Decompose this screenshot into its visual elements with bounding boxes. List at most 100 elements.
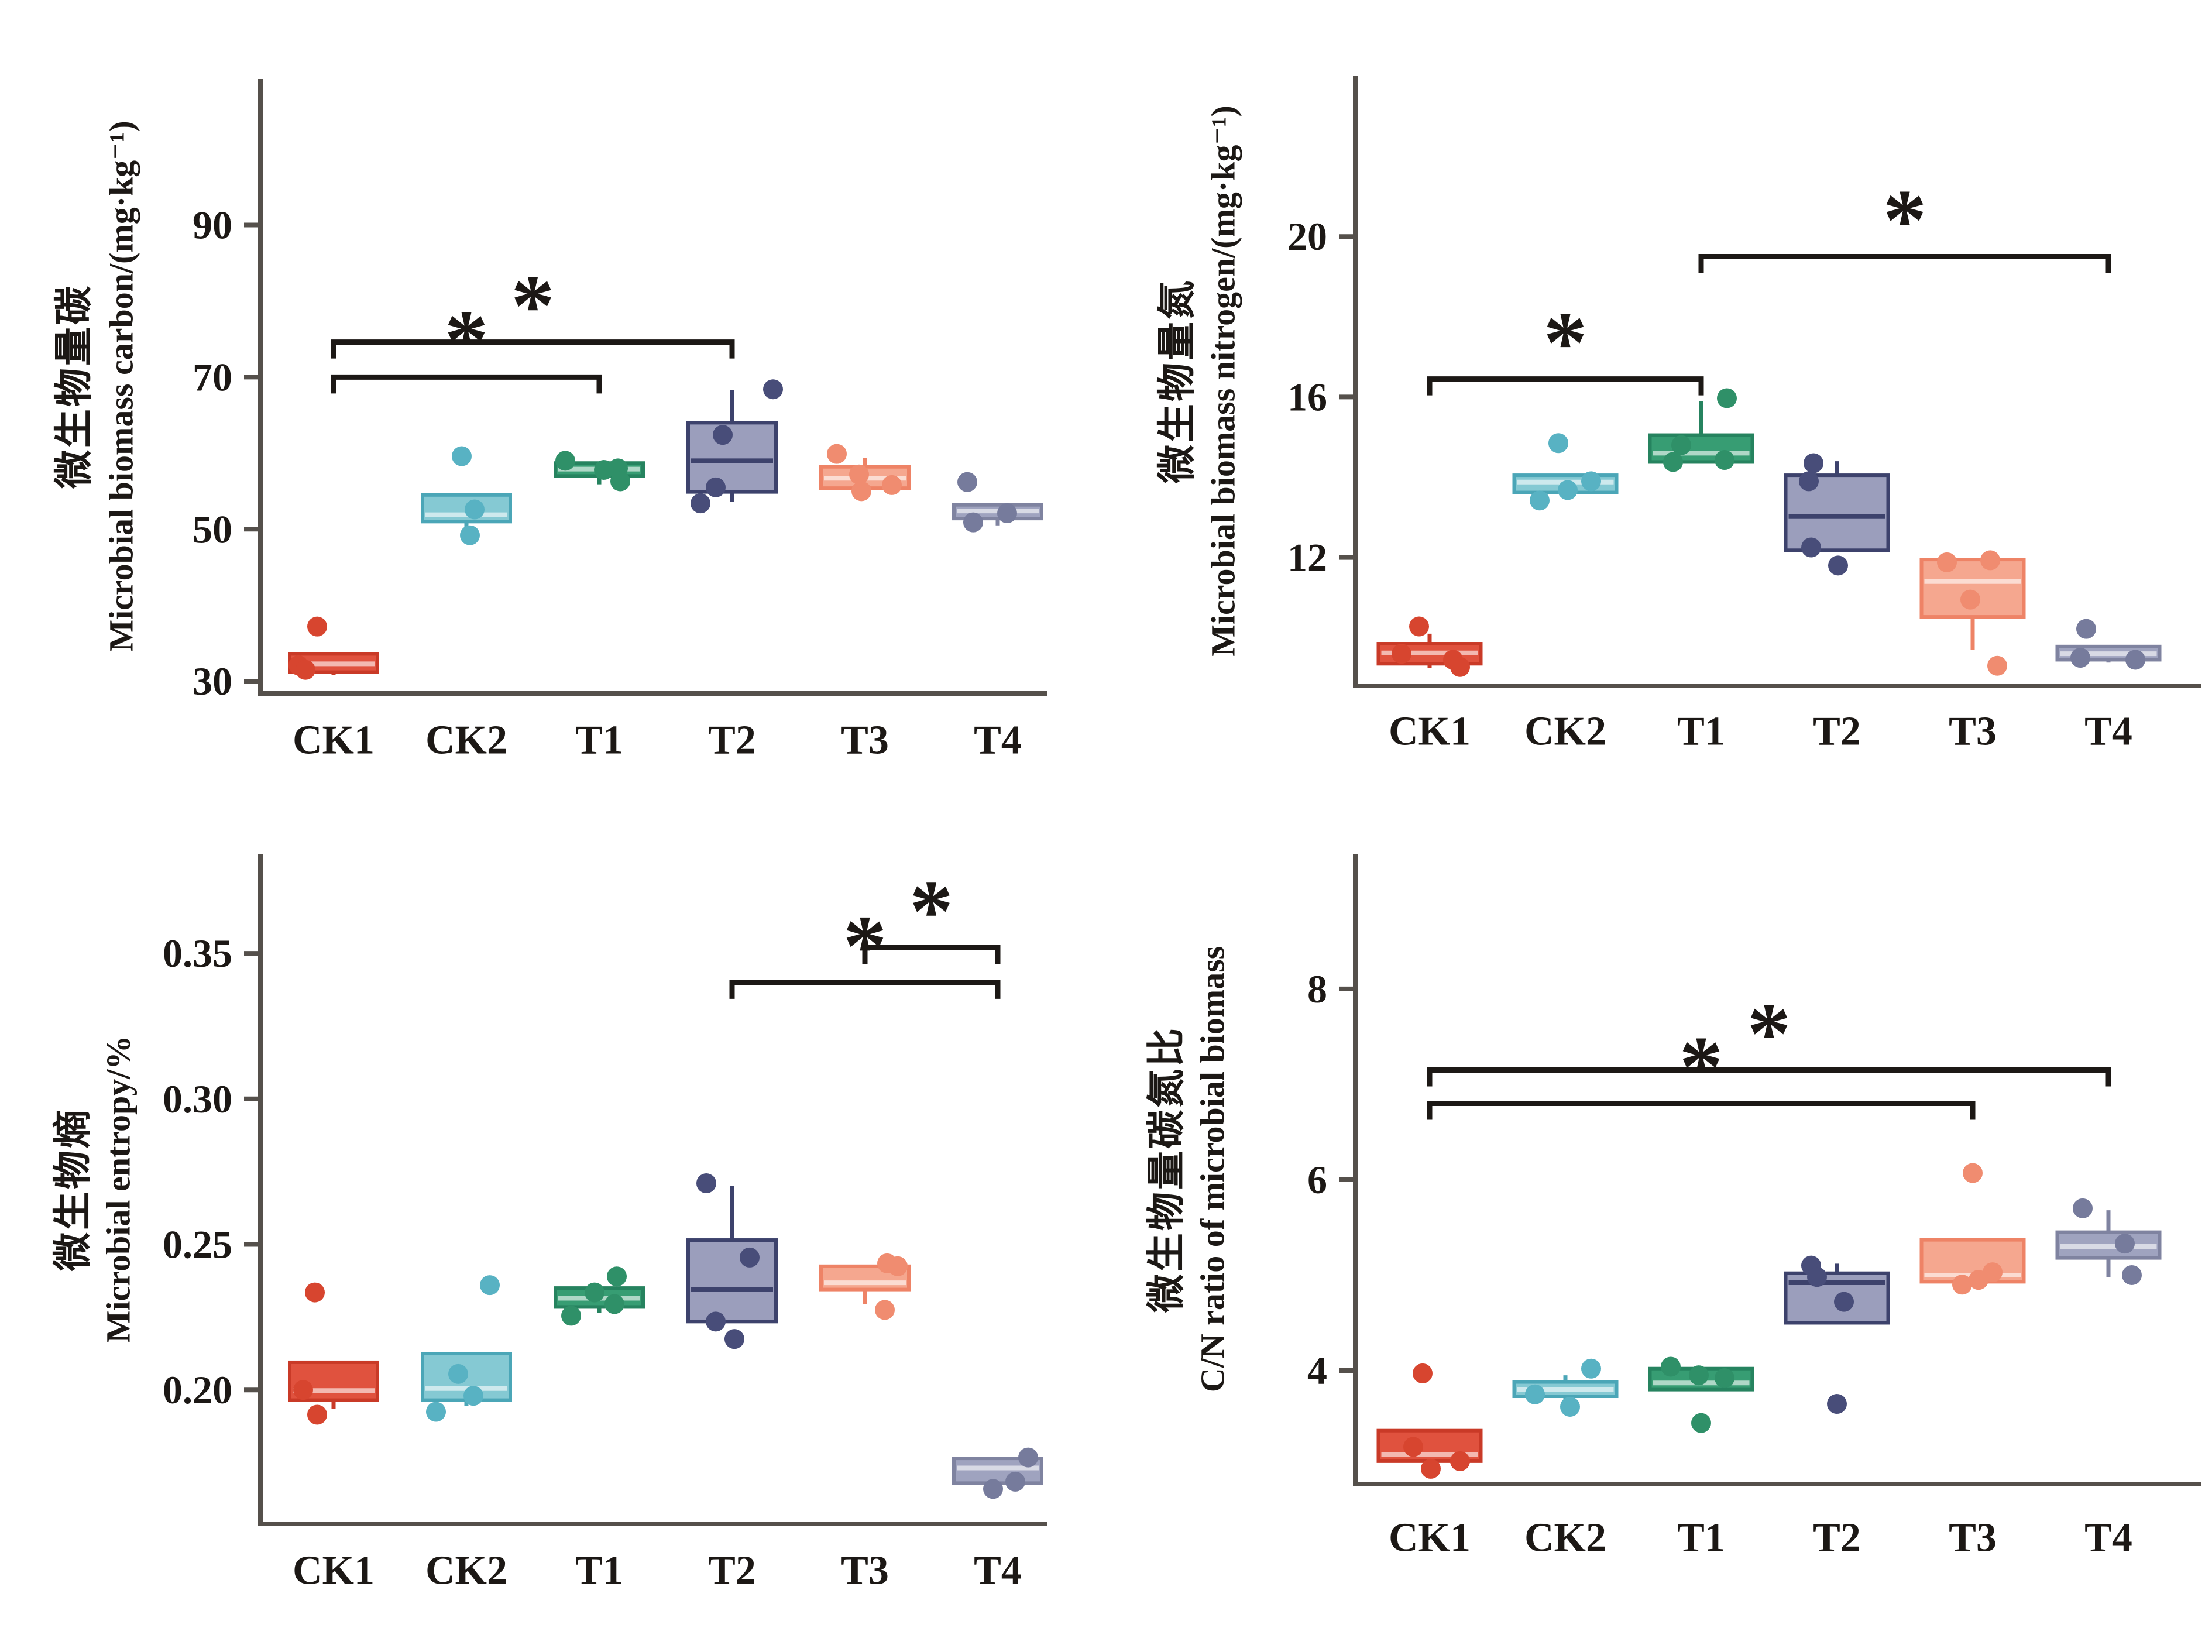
- data-point: [740, 1247, 760, 1268]
- x-category-label: T2: [1813, 1516, 1861, 1561]
- axis-title-en: Microbial biomass carbon/(mg·kg⁻¹): [102, 121, 140, 651]
- data-point: [1450, 657, 1470, 677]
- boxgroup-CK2: [1512, 433, 1619, 511]
- data-point: [957, 472, 977, 492]
- axis-title-en: Microbial biomass nitrogen/(mg·kg⁻¹): [1204, 105, 1242, 657]
- x-category-label: T2: [708, 1548, 756, 1593]
- data-point: [706, 477, 726, 497]
- x-category-label: T4: [2084, 709, 2132, 754]
- data-point: [713, 425, 733, 445]
- y-tick-label: 12: [1287, 535, 1327, 580]
- significance-star: *: [909, 863, 953, 960]
- x-category-label: T4: [974, 1548, 1022, 1593]
- boxgroup-T2: [1784, 1255, 1890, 1414]
- x-category-label: T2: [708, 718, 756, 763]
- data-point: [1980, 550, 2000, 571]
- significance-bracket: [331, 339, 735, 359]
- x-category-label: CK2: [1524, 709, 1606, 754]
- x-category-label: T3: [1949, 709, 1997, 754]
- data-point: [1715, 450, 1734, 470]
- data-point: [480, 1275, 500, 1296]
- data-point: [1558, 480, 1578, 500]
- data-point: [2122, 1265, 2142, 1285]
- data-point: [1560, 1396, 1580, 1417]
- y-tick-label: 4: [1307, 1348, 1327, 1393]
- boxgroup-T3: [819, 1253, 911, 1320]
- significance-bracket: [1427, 376, 1704, 396]
- data-point: [1801, 537, 1821, 558]
- boxgroup-CK2: [421, 446, 512, 545]
- significance-star: *: [1747, 985, 1791, 1082]
- data-point: [1960, 589, 1980, 610]
- data-point: [1525, 1384, 1545, 1404]
- data-point: [585, 1282, 604, 1303]
- x-category-label: CK2: [425, 1548, 507, 1593]
- boxgroup-T3: [819, 444, 911, 502]
- data-point: [1987, 655, 2007, 676]
- data-point: [1392, 644, 1411, 664]
- data-point: [849, 464, 869, 485]
- x-category-label: T3: [841, 718, 889, 763]
- x-category-label: CK1: [293, 718, 375, 763]
- boxgroup-T3: [1919, 1163, 2026, 1295]
- x-category-label: T1: [575, 1548, 623, 1593]
- data-point: [724, 1329, 744, 1349]
- data-point: [888, 1256, 908, 1276]
- data-point: [607, 1266, 627, 1287]
- significance-bracket: [1427, 1101, 1976, 1120]
- data-point: [1715, 1368, 1734, 1389]
- data-point: [1005, 1471, 1025, 1492]
- x-category-label: T2: [1813, 709, 1861, 754]
- boxgroup-T2: [686, 379, 783, 514]
- x-category-label: T4: [2084, 1516, 2132, 1561]
- y-tick-label: 8: [1307, 967, 1327, 1011]
- data-point: [307, 1404, 327, 1425]
- data-point: [1450, 1451, 1470, 1471]
- data-point: [1671, 435, 1691, 455]
- data-point: [1807, 1267, 1827, 1287]
- y-tick-label: 90: [193, 203, 232, 248]
- significance-bracket: [1698, 253, 2111, 273]
- data-point: [696, 1173, 716, 1194]
- x-category-label: T3: [1949, 1516, 1997, 1561]
- x-category-label: T4: [974, 718, 1022, 763]
- data-point: [2125, 650, 2145, 670]
- y-tick-label: 0.35: [163, 931, 232, 976]
- data-point: [1663, 452, 1683, 472]
- significance-bracket: [1427, 1067, 2111, 1087]
- data-point: [2115, 1234, 2135, 1254]
- data-point: [691, 493, 710, 514]
- x-category-label: T1: [1677, 1516, 1725, 1561]
- axis-title-zh: 微生物量氮: [1156, 279, 1199, 484]
- data-point: [1581, 1358, 1601, 1379]
- axis-title-en: Microbial entropy/%: [99, 1036, 138, 1343]
- data-point: [1937, 552, 1957, 572]
- x-category-label: CK2: [425, 718, 507, 763]
- data-point: [983, 1479, 1003, 1499]
- data-point: [293, 1380, 313, 1400]
- x-category-label: T1: [1677, 709, 1725, 754]
- axis-title-en: C/N ratio of microbial biomass: [1194, 946, 1232, 1393]
- data-point: [997, 503, 1017, 524]
- data-point: [1403, 1437, 1423, 1457]
- significance-star: *: [1544, 294, 1588, 391]
- data-point: [1952, 1275, 1972, 1295]
- data-point: [706, 1311, 726, 1332]
- y-tick-label: 16: [1287, 375, 1327, 419]
- data-point: [594, 459, 614, 480]
- data-point: [2070, 648, 2090, 668]
- data-point: [1799, 471, 1819, 492]
- data-point: [827, 444, 847, 464]
- data-point: [1409, 616, 1429, 637]
- data-point: [465, 499, 485, 520]
- data-point: [1689, 1365, 1709, 1386]
- data-point: [1548, 433, 1568, 454]
- boxgroup-T4: [952, 1447, 1043, 1499]
- data-point: [460, 525, 480, 545]
- data-point: [1963, 1163, 1983, 1183]
- data-point: [2073, 1198, 2093, 1218]
- data-point: [1018, 1447, 1038, 1468]
